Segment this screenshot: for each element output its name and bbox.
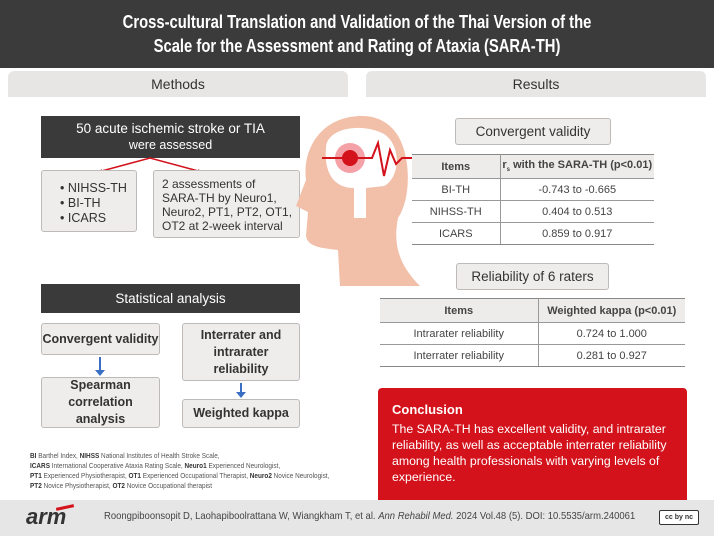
header-kappa: Weighted kappa (p<0.01) (538, 298, 685, 323)
assessments-box: 2 assessments of SARA-TH by Neuro1, Neur… (153, 170, 300, 238)
convergent-validity-box: Convergent validity (41, 323, 160, 355)
arrow-down-icon (95, 357, 105, 376)
header-rs: rs with the SARA-TH (p<0.01) (500, 154, 654, 179)
cell: 0.281 to 0.927 (538, 344, 685, 367)
stats-heading: Statistical analysis (41, 284, 300, 313)
reliability-table: Items Weighted kappa (p<0.01) Intrarater … (380, 298, 685, 367)
table-row: Intrarater reliability 0.724 to 1.000 (380, 322, 685, 345)
cell: BI-TH (412, 178, 501, 201)
conclusion-box: Conclusion The SARA-TH has excellent val… (378, 388, 687, 500)
instrument-item: • NIHSS-TH (60, 181, 127, 195)
reliability-box: Interrater and intrarater reliability (182, 323, 300, 381)
arrow-down-icon (236, 383, 246, 398)
footer: arm Roongpiboonsopit D, Laohapiboolratta… (0, 500, 714, 536)
methods-tab: Methods (8, 71, 348, 97)
reliability-title: Reliability of 6 raters (456, 263, 609, 290)
conclusion-text: The SARA-TH has excellent validity, and … (392, 422, 667, 484)
cc-license-icon: cc by nc (659, 510, 699, 525)
brain-head-illustration (296, 116, 422, 286)
title-line-2: Scale for the Assessment and Rating of A… (153, 35, 561, 56)
table-header-row: Items Weighted kappa (p<0.01) (380, 298, 685, 323)
participants-line-1: 50 acute ischemic stroke or TIA (76, 121, 265, 136)
title-line-1: Cross-cultural Translation and Validatio… (122, 11, 592, 32)
citation: Roongpiboonsopit D, Laohapiboolrattana W… (104, 511, 636, 522)
cell: Intrarater reliability (380, 322, 539, 345)
cell: Interrater reliability (380, 344, 539, 367)
header-items: Items (380, 298, 539, 323)
header-items: Items (412, 154, 501, 179)
convergent-validity-title: Convergent validity (455, 118, 611, 145)
instrument-item: • ICARS (60, 211, 107, 225)
cell: -0.743 to -0.665 (500, 178, 654, 201)
table-header-row: Items rs with the SARA-TH (p<0.01) (412, 154, 654, 179)
instruments-box: • NIHSS-TH • BI-TH • ICARS (41, 170, 137, 232)
table-row: BI-TH -0.743 to -0.665 (412, 178, 654, 201)
participants-line-2: were assessed (128, 138, 213, 152)
spearman-box: Spearman correlation analysis (41, 377, 160, 428)
instrument-item: • BI-TH (60, 196, 101, 210)
results-tab: Results (366, 71, 706, 97)
page-title: Cross-cultural Translation and Validatio… (0, 0, 714, 68)
cell: 0.724 to 1.000 (538, 322, 685, 345)
conclusion-title: Conclusion (392, 402, 463, 417)
table-row: NIHSS-TH 0.404 to 0.513 (412, 200, 654, 223)
cell: 0.404 to 0.513 (500, 200, 654, 223)
cell: ICARS (412, 222, 501, 245)
abbreviation-footnote: BI Barthel Index, NIHSS National Institu… (30, 451, 330, 490)
convergent-validity-table: Items rs with the SARA-TH (p<0.01) BI-TH -… (412, 154, 654, 245)
table-row: Interrater reliability 0.281 to 0.927 (380, 344, 685, 367)
table-row: ICARS 0.859 to 0.917 (412, 222, 654, 245)
kappa-box: Weighted kappa (182, 399, 300, 428)
cell: NIHSS-TH (412, 200, 501, 223)
cell: 0.859 to 0.917 (500, 222, 654, 245)
participants-box: 50 acute ischemic stroke or TIA were ass… (41, 116, 300, 158)
